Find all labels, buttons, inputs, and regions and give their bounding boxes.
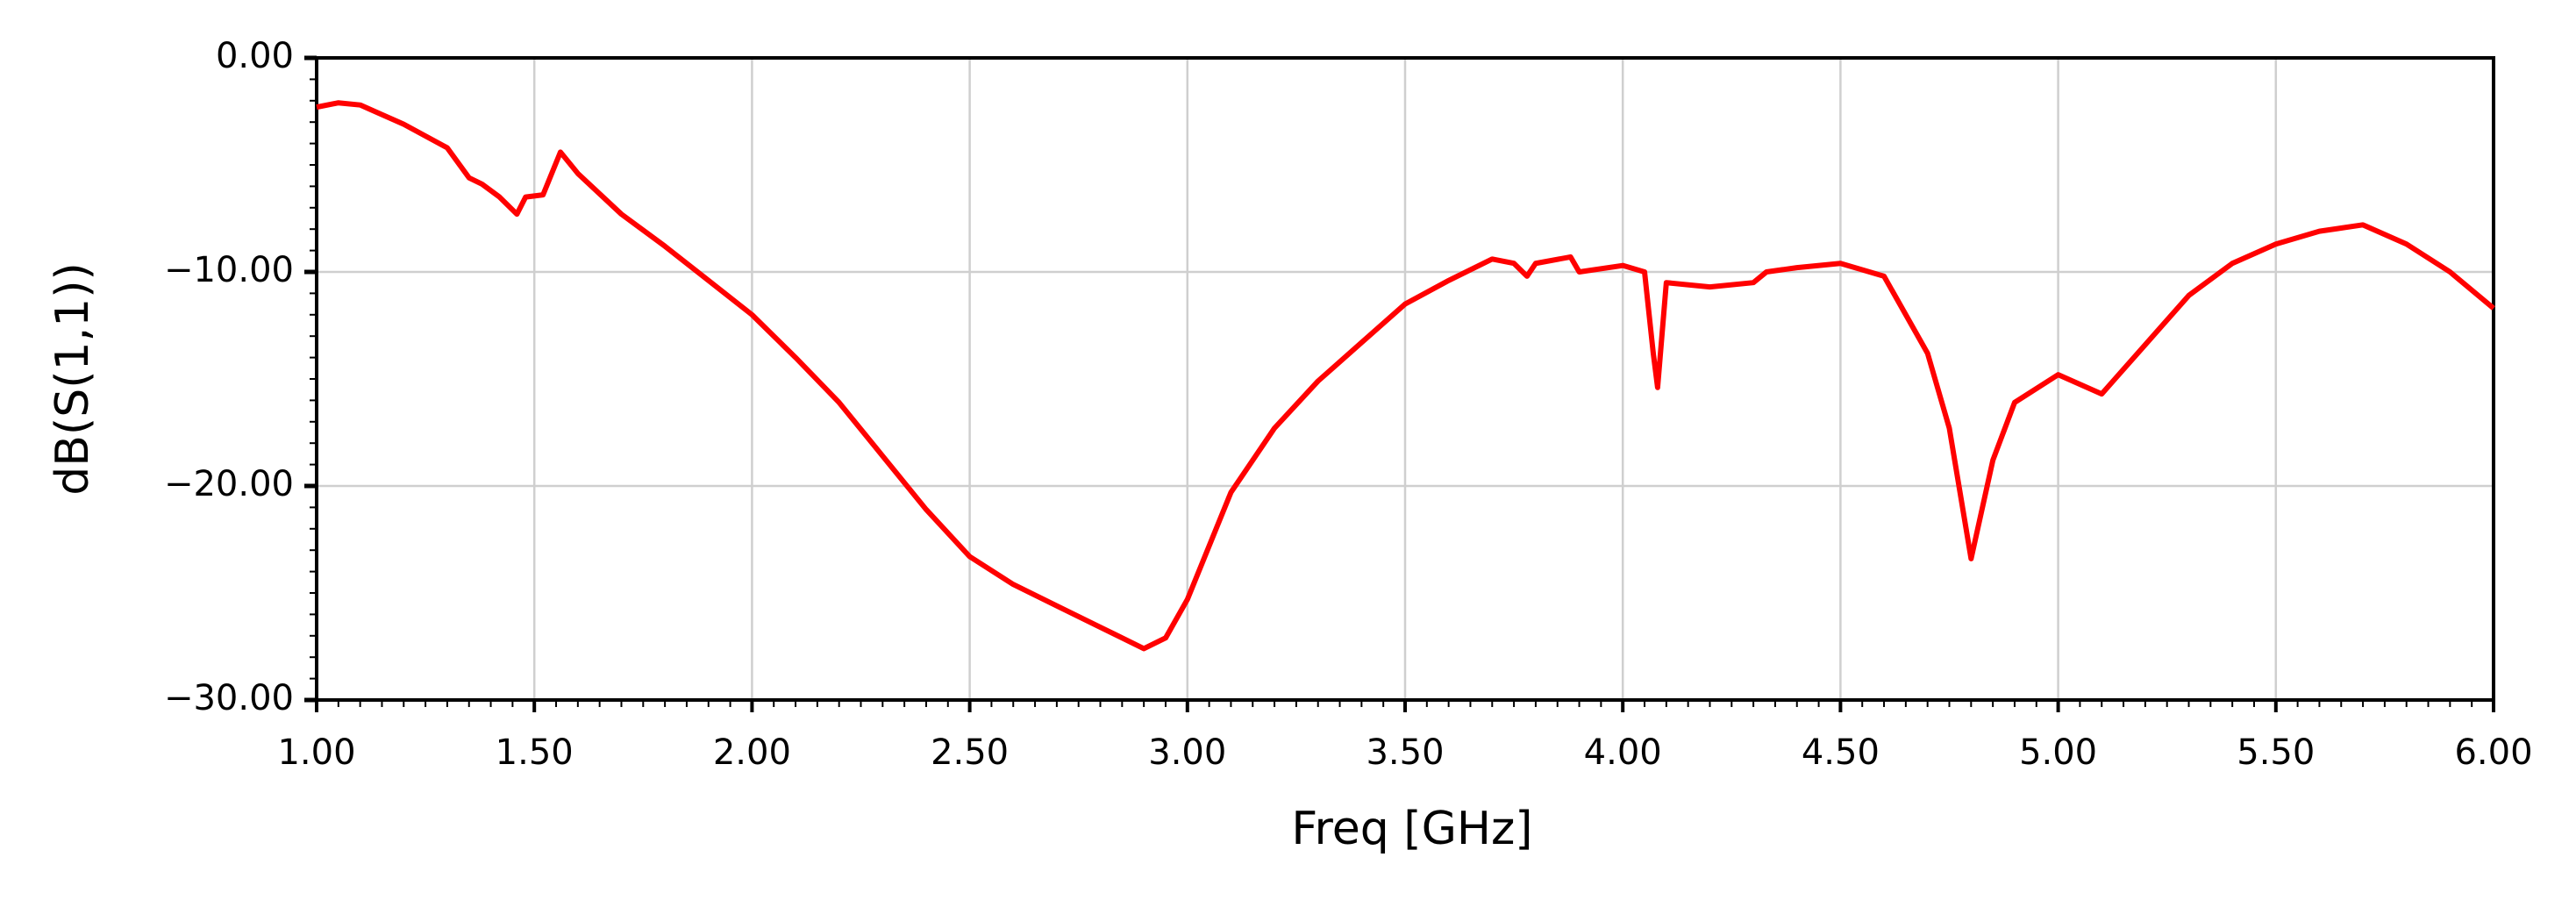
y-axis-title: dB(S(1,1)) bbox=[46, 262, 99, 496]
x-tick-label: 3.00 bbox=[1148, 732, 1226, 773]
x-tick-label: 3.50 bbox=[1366, 732, 1444, 773]
x-tick-label: 5.50 bbox=[2237, 732, 2315, 773]
plot-frame bbox=[315, 56, 2495, 702]
x-tick-label: 1.00 bbox=[277, 732, 355, 773]
x-tick-label: 2.00 bbox=[713, 732, 791, 773]
y-tick-label: 0.00 bbox=[216, 36, 294, 76]
y-tick-label: −10.00 bbox=[164, 250, 294, 290]
y-tick-label: −20.00 bbox=[164, 464, 294, 504]
data-line bbox=[316, 100, 2495, 652]
x-tick-label: 2.50 bbox=[931, 732, 1009, 773]
x-tick-label: 4.00 bbox=[1584, 732, 1662, 773]
y-tick-label: −30.00 bbox=[164, 678, 294, 718]
x-tick-label: 4.50 bbox=[1802, 732, 1880, 773]
x-tick-label: 5.00 bbox=[2019, 732, 2097, 773]
x-tick-label: 1.50 bbox=[496, 732, 574, 773]
x-tick-label: 6.00 bbox=[2454, 732, 2532, 773]
x-axis-title: Freq [GHz] bbox=[1291, 803, 1532, 855]
